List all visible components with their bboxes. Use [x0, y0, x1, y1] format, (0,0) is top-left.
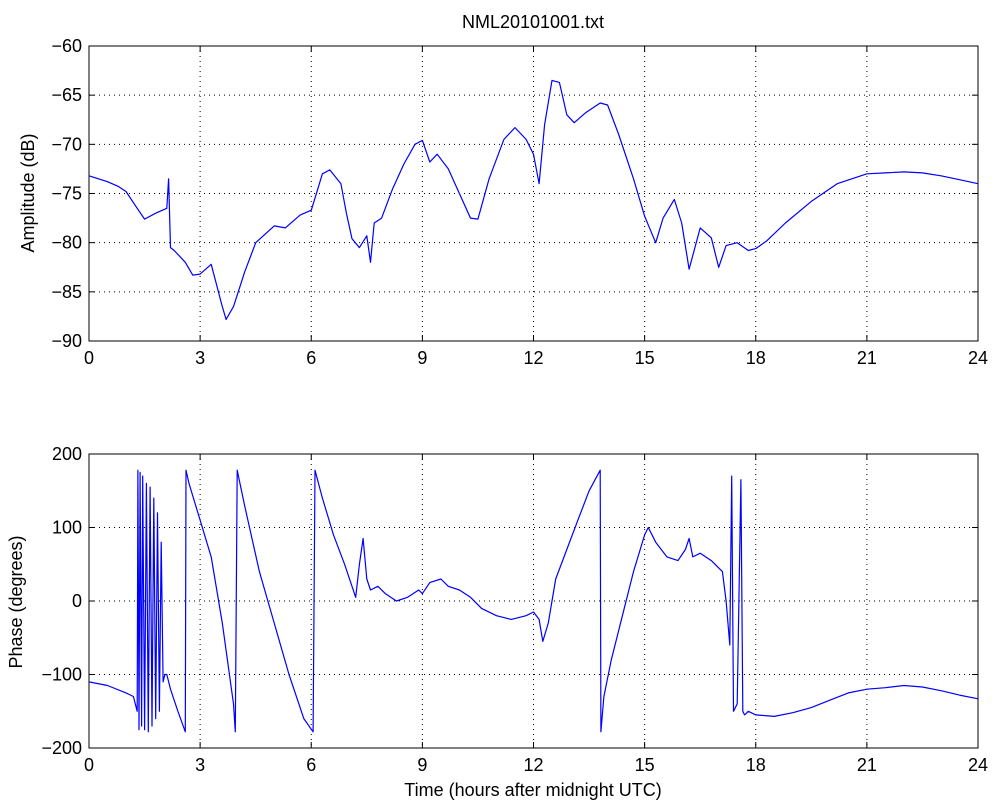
- amplitude-x-tick-label: 3: [195, 348, 205, 368]
- phase-y-tick-label: 0: [72, 591, 82, 611]
- phase-x-tick-label: 12: [523, 755, 543, 775]
- amplitude-y-tick-label: −70: [51, 134, 82, 154]
- amplitude-y-tick-label: −90: [51, 331, 82, 351]
- amplitude-y-tick-label: −75: [51, 184, 82, 204]
- amplitude-x-tick-label: 15: [635, 348, 655, 368]
- phase-x-tick-label: 9: [417, 755, 427, 775]
- amplitude-x-tick-label: 9: [417, 348, 427, 368]
- phase-plot: Phase (degrees) Time (hours after midnig…: [6, 444, 988, 800]
- phase-x-tick-label: 6: [306, 755, 316, 775]
- phase-y-tick-label: −100: [41, 665, 82, 685]
- amplitude-x-tick-label: 12: [523, 348, 543, 368]
- amplitude-x-tick-label: 21: [857, 348, 877, 368]
- phase-y-tick-label: −200: [41, 738, 82, 758]
- amplitude-series-line: [88, 79, 979, 320]
- phase-x-tick-label: 0: [84, 755, 94, 775]
- amplitude-x-tick-label: 6: [306, 348, 316, 368]
- amplitude-y-axis-label: Amplitude (dB): [18, 133, 38, 252]
- phase-y-tick-label: 100: [52, 518, 82, 538]
- amplitude-y-tick-label: −85: [51, 282, 82, 302]
- time-x-axis-label: Time (hours after midnight UTC): [404, 780, 661, 800]
- amplitude-plot: Amplitude (dB) 0 3 6 9 12 15 18 21 24 −90 −85 −80 −7…: [18, 36, 988, 368]
- phase-x-tick-label: 21: [857, 755, 877, 775]
- figure-title: NML20101001.txt: [462, 12, 604, 32]
- phase-series-line: [88, 469, 979, 733]
- phase-x-tick-label: 18: [746, 755, 766, 775]
- phase-x-tick-label: 3: [195, 755, 205, 775]
- amplitude-y-tick-label: −60: [51, 36, 82, 56]
- phase-y-tick-label: 200: [52, 444, 82, 464]
- amplitude-x-tick-label: 0: [84, 348, 94, 368]
- phase-x-tick-label: 24: [968, 755, 988, 775]
- amplitude-y-tick-label: −65: [51, 85, 82, 105]
- amplitude-x-tick-label: 18: [746, 348, 766, 368]
- phase-x-tick-label: 15: [635, 755, 655, 775]
- amplitude-y-tick-label: −80: [51, 233, 82, 253]
- amplitude-x-tick-label: 24: [968, 348, 988, 368]
- phase-y-axis-label: Phase (degrees): [6, 535, 26, 668]
